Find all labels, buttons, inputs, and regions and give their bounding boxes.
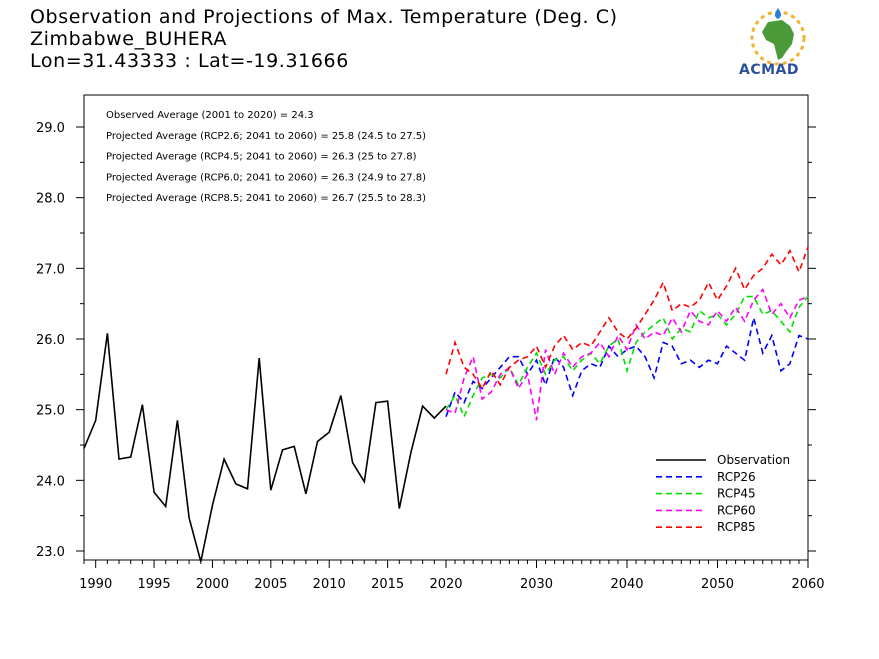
y-tick-label: 25.0 bbox=[36, 404, 65, 419]
annotation-line: Observed Average (2001 to 2020) = 24.3 bbox=[106, 110, 314, 121]
legend-label: Observation bbox=[717, 453, 790, 467]
y-tick-label: 27.0 bbox=[36, 262, 65, 277]
plot-border bbox=[83, 94, 809, 561]
x-axis: 1990 1995 2000 2005 2010 2015 2020 2030 2040 2050… bbox=[79, 560, 825, 592]
legend: Observation RCP26 RCP45 RCP60 RCP85 bbox=[656, 453, 790, 534]
series-line-rcp26 bbox=[445, 317, 809, 417]
annotation-line: Projected Average (RCP6.0; 2041 to 2060)… bbox=[106, 172, 426, 183]
water-drop-icon bbox=[774, 8, 782, 19]
annotation-line: Projected Average (RCP8.5; 2041 to 2060)… bbox=[106, 193, 426, 204]
annotations: Observed Average (2001 to 2020) = 24.3 Pr… bbox=[106, 110, 426, 204]
legend-label: RCP45 bbox=[717, 487, 756, 501]
y-tick-label: 26.0 bbox=[36, 333, 65, 348]
x-tick-label: 2040 bbox=[610, 577, 643, 592]
x-tick-label: 2050 bbox=[701, 577, 734, 592]
x-tick-label: 2010 bbox=[313, 577, 346, 592]
plot-frame bbox=[83, 94, 809, 561]
y-tick-label: 28.0 bbox=[36, 192, 65, 207]
annotation-line: Projected Average (RCP4.5; 2041 to 2060)… bbox=[106, 152, 417, 163]
x-tick-label: 1990 bbox=[79, 577, 112, 592]
x-tick-label: 2005 bbox=[254, 577, 287, 592]
acmad-logo bbox=[750, 8, 806, 66]
x-tick-label: 2030 bbox=[520, 577, 553, 592]
y-tick-label: 29.0 bbox=[36, 121, 65, 136]
legend-label: RCP85 bbox=[717, 520, 756, 534]
x-tick-label: 2060 bbox=[791, 577, 824, 592]
logo-text: ACMAD bbox=[739, 62, 799, 78]
x-tick-label: 1995 bbox=[138, 577, 171, 592]
series-layer bbox=[83, 246, 809, 562]
series-line-rcp45 bbox=[445, 295, 809, 419]
y-tick-label: 24.0 bbox=[36, 474, 65, 489]
chart-title: Observation and Projections of Max. Temp… bbox=[30, 6, 618, 28]
x-tick-label: 2020 bbox=[429, 577, 462, 592]
africa-map-icon bbox=[762, 20, 794, 60]
chart-header: Observation and Projections of Max. Temp… bbox=[30, 6, 618, 72]
annotation-line: Projected Average (RCP2.6; 2041 to 2060)… bbox=[106, 131, 426, 142]
series-line-rcp85 bbox=[445, 246, 809, 391]
legend-label: RCP26 bbox=[717, 470, 756, 484]
coordinates: Lon=31.43333 : Lat=-19.31666 bbox=[30, 50, 349, 72]
x-tick-label: 2000 bbox=[196, 577, 229, 592]
series-line-rcp60 bbox=[445, 287, 809, 421]
y-tick-label: 23.0 bbox=[36, 545, 65, 560]
x-tick-label: 2015 bbox=[371, 577, 404, 592]
y-axis: 23.0 24.0 25.0 26.0 27.0 28.0 29.0 bbox=[36, 121, 816, 560]
series-line-observation bbox=[83, 333, 447, 562]
location-name: Zimbabwe_BUHERA bbox=[30, 28, 227, 50]
legend-label: RCP60 bbox=[717, 503, 756, 517]
